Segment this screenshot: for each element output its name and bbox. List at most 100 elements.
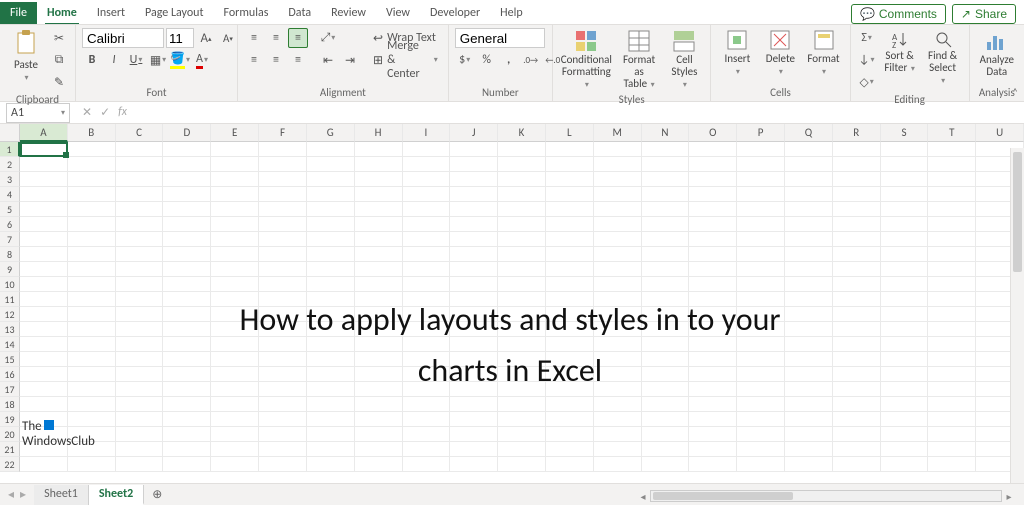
sheet-nav-prev[interactable]: ◂ — [8, 487, 14, 502]
col-header-T[interactable]: T — [928, 124, 976, 142]
row-header-19[interactable]: 19 — [0, 412, 20, 427]
sheet-nav-next[interactable]: ▸ — [20, 487, 26, 502]
col-header-D[interactable]: D — [163, 124, 211, 142]
select-all-corner[interactable] — [0, 124, 20, 142]
fill-button[interactable]: ↓▾ — [857, 50, 877, 70]
tab-developer[interactable]: Developer — [420, 2, 490, 24]
increase-indent-button[interactable]: ⇥ — [340, 50, 360, 70]
row-header-18[interactable]: 18 — [0, 397, 20, 412]
share-button[interactable]: ↗Share — [952, 4, 1016, 24]
align-left-button[interactable]: ≡ — [244, 50, 264, 70]
row-header-2[interactable]: 2 — [0, 157, 20, 172]
col-header-F[interactable]: F — [259, 124, 307, 142]
tab-insert[interactable]: Insert — [87, 2, 135, 24]
autosum-button[interactable]: Σ▾ — [857, 28, 877, 48]
row-header-7[interactable]: 7 — [0, 232, 20, 247]
vscroll-thumb[interactable] — [1013, 152, 1022, 272]
col-header-O[interactable]: O — [689, 124, 737, 142]
accounting-format-button[interactable]: $▾ — [455, 50, 475, 70]
row-header-21[interactable]: 21 — [0, 442, 20, 457]
row-header-13[interactable]: 13 — [0, 322, 20, 337]
merge-center-button[interactable]: ⊞Merge & Center▾ — [369, 50, 442, 70]
enter-formula-button[interactable]: ✓ — [100, 105, 110, 120]
sort-filter-button[interactable]: AZ Sort &Filter ▾ — [880, 28, 920, 76]
orientation-button[interactable]: ⤢▾ — [318, 28, 338, 48]
col-header-E[interactable]: E — [211, 124, 259, 142]
tab-review[interactable]: Review — [321, 2, 376, 24]
cancel-formula-button[interactable]: ✕ — [82, 105, 92, 120]
cut-button[interactable]: ✂ — [49, 28, 69, 48]
align-center-button[interactable]: ≡ — [266, 50, 286, 70]
col-header-C[interactable]: C — [116, 124, 164, 142]
increase-font-button[interactable]: A▴ — [196, 28, 216, 48]
row-header-9[interactable]: 9 — [0, 262, 20, 277]
fill-color-button[interactable]: 🪣▾ — [170, 50, 190, 70]
sheet-tab-sheet1[interactable]: Sheet1 — [34, 485, 89, 505]
vertical-scrollbar[interactable] — [1010, 148, 1024, 483]
find-select-button[interactable]: Find &Select ▾ — [923, 28, 963, 88]
tab-home[interactable]: Home — [37, 2, 87, 24]
conditional-formatting-button[interactable]: ConditionalFormatting ▾ — [559, 28, 614, 92]
tab-view[interactable]: View — [376, 2, 420, 24]
analyze-data-button[interactable]: AnalyzeData — [976, 28, 1018, 80]
col-header-I[interactable]: I — [403, 124, 451, 142]
clear-button[interactable]: ◇▾ — [857, 72, 877, 92]
increase-decimal-button[interactable]: .0→ — [521, 50, 541, 70]
row-header-11[interactable]: 11 — [0, 292, 20, 307]
decrease-font-button[interactable]: A▾ — [218, 28, 238, 48]
col-header-R[interactable]: R — [833, 124, 881, 142]
row-header-8[interactable]: 8 — [0, 247, 20, 262]
copy-button[interactable]: ⧉ — [49, 50, 69, 70]
underline-button[interactable]: U▾ — [126, 50, 146, 70]
col-header-K[interactable]: K — [498, 124, 546, 142]
col-header-M[interactable]: M — [594, 124, 642, 142]
col-header-J[interactable]: J — [450, 124, 498, 142]
align-bottom-button[interactable]: ≡ — [288, 28, 308, 48]
comma-format-button[interactable]: , — [499, 50, 519, 70]
row-header-17[interactable]: 17 — [0, 382, 20, 397]
col-header-Q[interactable]: Q — [785, 124, 833, 142]
col-header-N[interactable]: N — [642, 124, 690, 142]
col-header-B[interactable]: B — [68, 124, 116, 142]
border-button[interactable]: ▦▾ — [148, 50, 168, 70]
row-header-4[interactable]: 4 — [0, 187, 20, 202]
cell-styles-button[interactable]: CellStyles ▾ — [664, 28, 704, 92]
font-size-input[interactable] — [166, 28, 194, 48]
percent-format-button[interactable]: % — [477, 50, 497, 70]
col-header-L[interactable]: L — [546, 124, 594, 142]
col-header-G[interactable]: G — [307, 124, 355, 142]
paste-button[interactable]: Paste ▾ — [6, 28, 46, 85]
align-middle-button[interactable]: ≡ — [266, 28, 286, 48]
row-header-22[interactable]: 22 — [0, 457, 20, 472]
row-header-10[interactable]: 10 — [0, 277, 20, 292]
tab-help[interactable]: Help — [490, 2, 533, 24]
col-header-H[interactable]: H — [355, 124, 403, 142]
row-header-12[interactable]: 12 — [0, 307, 20, 322]
format-painter-button[interactable]: ✎ — [49, 72, 69, 92]
tab-formulas[interactable]: Formulas — [213, 2, 278, 24]
decrease-indent-button[interactable]: ⇤ — [318, 50, 338, 70]
row-header-15[interactable]: 15 — [0, 352, 20, 367]
horizontal-scrollbar[interactable]: ◂ ▸ — [636, 489, 1016, 503]
tab-data[interactable]: Data — [278, 2, 321, 24]
sheet-tab-sheet2[interactable]: Sheet2 — [89, 485, 144, 505]
col-header-A[interactable]: A — [20, 124, 68, 142]
comments-button[interactable]: 💬Comments — [851, 4, 946, 24]
delete-cells-button[interactable]: Delete▾ — [760, 28, 800, 79]
align-top-button[interactable]: ≡ — [244, 28, 264, 48]
spreadsheet-grid[interactable]: ABCDEFGHIJKLMNOPQRSTU 123456789101112131… — [0, 124, 1024, 483]
add-sheet-button[interactable]: ⊕ — [144, 487, 170, 502]
row-header-6[interactable]: 6 — [0, 217, 20, 232]
row-header-14[interactable]: 14 — [0, 337, 20, 352]
number-format-select[interactable] — [455, 28, 545, 48]
insert-cells-button[interactable]: Insert▾ — [717, 28, 757, 79]
fx-button[interactable]: fx — [118, 105, 127, 120]
font-name-input[interactable] — [82, 28, 164, 48]
col-header-U[interactable]: U — [976, 124, 1024, 142]
col-header-P[interactable]: P — [737, 124, 785, 142]
italic-button[interactable]: I — [104, 50, 124, 70]
tab-file[interactable]: File — [0, 2, 37, 24]
align-right-button[interactable]: ≡ — [288, 50, 308, 70]
hscroll-right[interactable]: ▸ — [1002, 490, 1016, 503]
col-header-S[interactable]: S — [881, 124, 929, 142]
